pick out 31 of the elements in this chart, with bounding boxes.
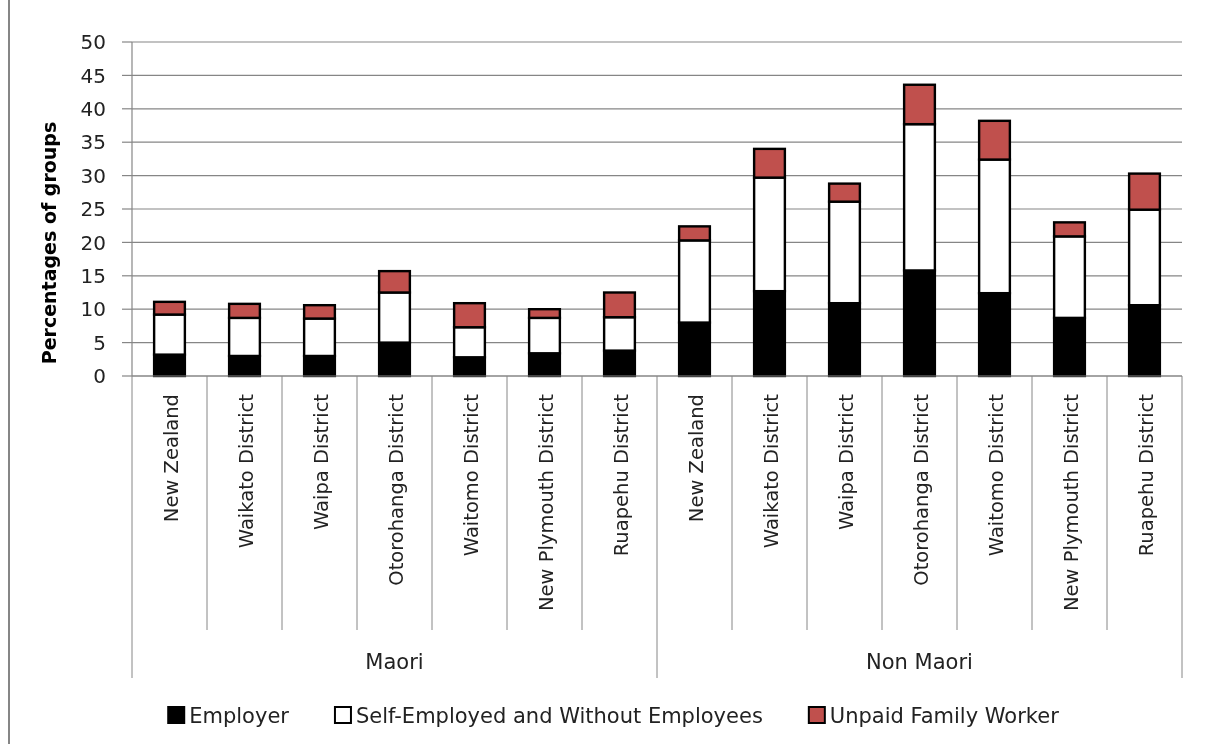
- legend-label: Unpaid Family Worker: [829, 703, 1060, 728]
- x-tick-label: Ruapehu District: [1134, 393, 1158, 557]
- legend-label: Employer: [189, 703, 290, 728]
- y-tick-label: 40: [80, 97, 106, 121]
- x-tick-label: Waikato District: [234, 393, 258, 549]
- x-tick-label: Waipa District: [309, 393, 333, 530]
- x-tick-label: Otorohanga District: [384, 393, 408, 586]
- text: Non Maori: [866, 650, 973, 674]
- y-tick-label: 5: [93, 330, 106, 355]
- x-tick-label: Waitomo District: [984, 393, 1008, 557]
- y-tick-label: 20: [80, 230, 106, 255]
- text: Maori: [365, 650, 424, 674]
- y-tick-label: 35: [80, 130, 106, 155]
- y-tick-label: 45: [80, 63, 106, 88]
- x-tick-label: New Plymouth District: [534, 393, 558, 611]
- x-tick-label: Waipa District: [834, 393, 858, 530]
- y-tick-label: 15: [80, 264, 106, 288]
- x-tick-label: Waitomo District: [459, 393, 483, 557]
- y-tick-label: 50: [80, 30, 106, 55]
- x-tick-label: Otorohanga District: [909, 393, 933, 586]
- y-axis-title: Percentages of groups: [38, 121, 60, 365]
- x-tick-label: New Zealand: [159, 394, 183, 523]
- y-tick-label: 10: [80, 297, 106, 322]
- y-tick-label: 0: [93, 364, 106, 389]
- y-tick-label: 30: [80, 163, 106, 188]
- x-tick-label: New Plymouth District: [1059, 393, 1083, 611]
- x-tick-label: Ruapehu District: [609, 393, 633, 557]
- x-tick-label: New Zealand: [684, 394, 708, 523]
- x-tick-label: Waikato District: [759, 393, 783, 549]
- y-tick-label: 25: [80, 197, 106, 222]
- legend-label: Self-Employed and Without Employees: [355, 703, 763, 728]
